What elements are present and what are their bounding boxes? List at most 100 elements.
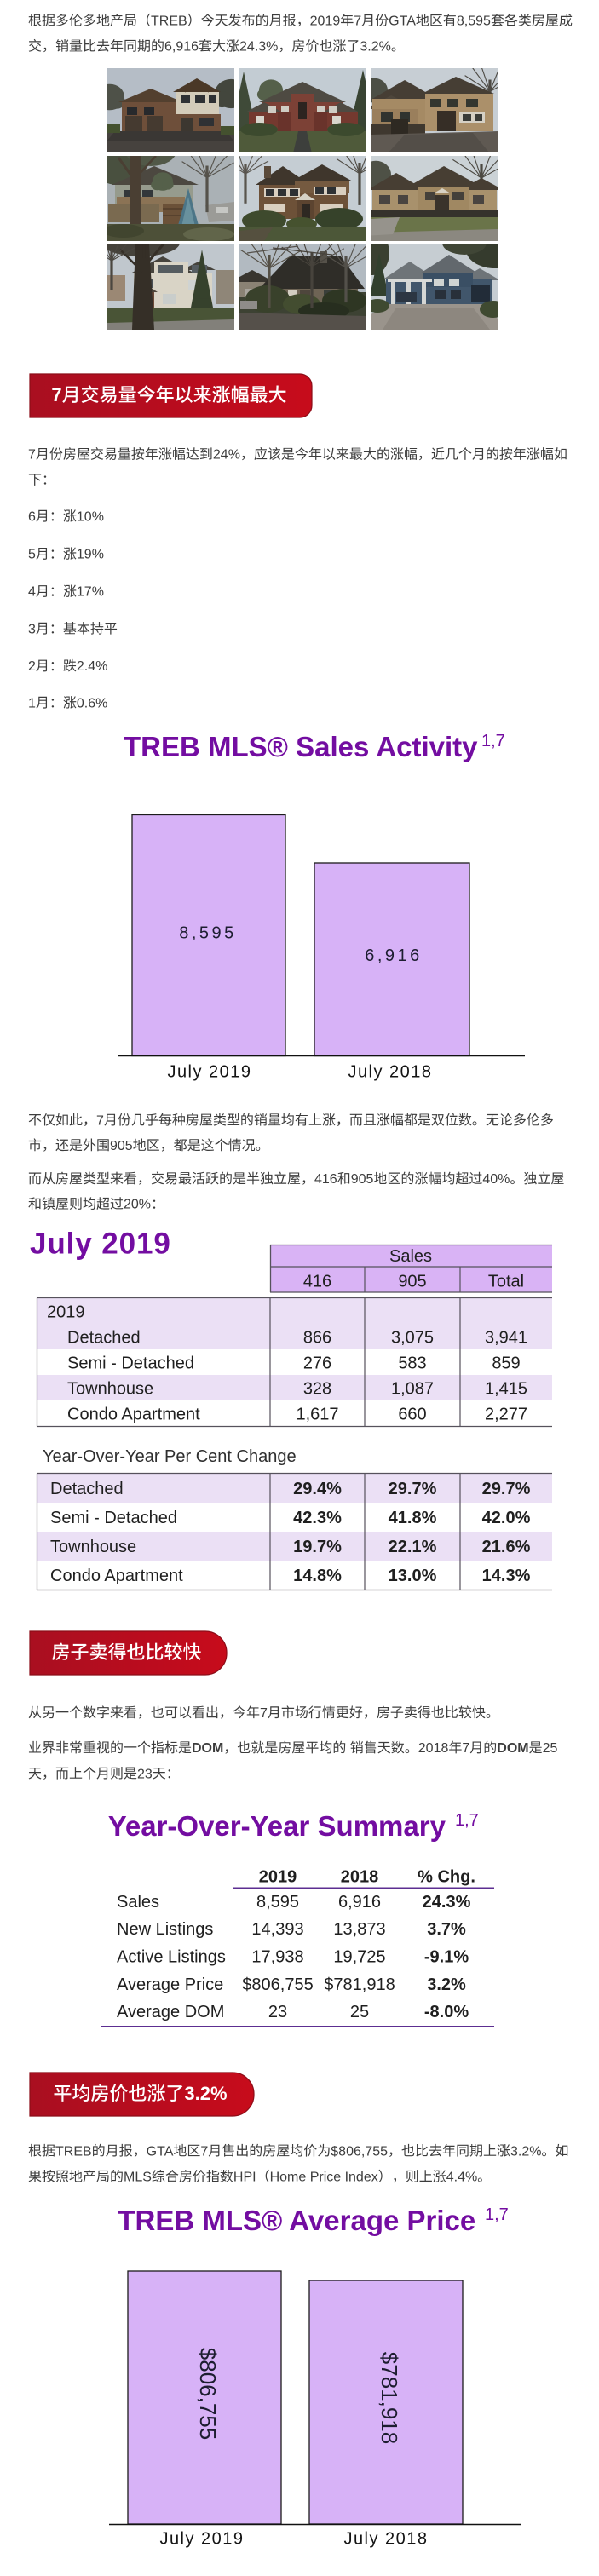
svg-text:29.4%: 29.4% [293,1480,342,1498]
svg-text:DOM: DOM [192,1741,223,1756]
svg-text:14.3%: 14.3% [482,1567,531,1585]
svg-text:25: 25 [543,1741,558,1756]
svg-text:Condo Apartment: Condo Apartment [50,1567,183,1585]
svg-text:8,595: 8,595 [457,14,491,29]
svg-text:10%: 10% [77,509,104,524]
svg-text:41.8%: 41.8% [389,1509,437,1527]
svg-text:Semi - Detached: Semi - Detached [67,1354,194,1373]
svg-text:14.8%: 14.8% [293,1567,342,1585]
svg-text:Townhouse: Townhouse [50,1538,136,1556]
svg-text:24%: 24% [213,448,240,463]
svg-text:6,916: 6,916 [338,1893,381,1912]
svg-text:23: 23 [268,2003,287,2021]
svg-text:GTA: GTA [389,14,416,29]
svg-text:3.2%: 3.2% [510,2144,541,2159]
svg-text:19,725: 19,725 [333,1948,385,1967]
svg-text:660: 660 [398,1406,426,1424]
svg-text:866: 866 [303,1329,331,1348]
svg-text:Average DOM: Average DOM [117,2003,224,2021]
svg-text:New Listings: New Listings [117,1920,213,1939]
svg-text:40%: 40% [482,1172,510,1187]
svg-text:$781,918: $781,918 [377,2352,402,2444]
svg-text:$781,918: $781,918 [324,1975,395,1994]
svg-text:583: 583 [398,1354,426,1373]
svg-text:3.2%: 3.2% [427,1975,466,1994]
svg-text:Year-Over-Year Per Cent Change: Year-Over-Year Per Cent Change [43,1447,297,1466]
svg-text:2,277: 2,277 [485,1406,527,1424]
svg-text:7: 7 [96,1113,104,1128]
svg-text:25: 25 [350,2003,369,2021]
svg-text:23: 23 [137,1767,153,1781]
svg-text:1,7: 1,7 [481,732,505,750]
svg-text:14,393: 14,393 [251,1920,303,1939]
svg-text:% Chg.: % Chg. [418,1868,475,1887]
svg-text:20%: 20% [124,1198,151,1212]
svg-text:19%: 19% [77,548,104,562]
svg-text:859: 859 [492,1354,520,1373]
svg-text:Year-Over-Year Summary: Year-Over-Year Summary [108,1810,446,1842]
svg-text:42.3%: 42.3% [293,1509,342,1527]
svg-text:905: 905 [398,1273,426,1291]
svg-text:7: 7 [260,1706,268,1721]
svg-text:8,595: 8,595 [179,924,237,943]
svg-text:29.7%: 29.7% [389,1480,437,1498]
svg-text:6: 6 [28,509,36,524]
svg-text:2018: 2018 [418,1741,449,1756]
svg-text:4.4%: 4.4% [446,2171,477,2185]
svg-text:Sales: Sales [117,1893,159,1912]
svg-text:Condo Apartment: Condo Apartment [67,1406,200,1424]
svg-text:Average Price: Average Price [117,1975,223,1994]
svg-text:328: 328 [303,1380,331,1399]
svg-text:Detached: Detached [67,1329,141,1348]
svg-text:1,415: 1,415 [485,1380,527,1399]
svg-text:4: 4 [28,585,36,600]
svg-text:7: 7 [462,1741,469,1756]
svg-text:TREB: TREB [151,14,187,29]
svg-text:-8.0%: -8.0% [424,2003,469,2021]
svg-text:416: 416 [303,1273,331,1291]
svg-text:Semi - Detached: Semi - Detached [50,1509,177,1527]
svg-text:July 2018: July 2018 [343,2529,428,2548]
svg-text:22.1%: 22.1% [389,1538,437,1556]
svg-text:5: 5 [28,548,36,562]
svg-text:7: 7 [200,2144,208,2159]
svg-text:905: 905 [351,1172,374,1187]
svg-text:6,916: 6,916 [164,40,199,55]
svg-text:3,075: 3,075 [391,1329,434,1348]
svg-text:1,7: 1,7 [455,1811,479,1830]
svg-text:TREB MLS® Average Price: TREB MLS® Average Price [118,2205,475,2236]
svg-text:276: 276 [303,1354,331,1373]
svg-text:1,087: 1,087 [391,1380,434,1399]
svg-text:3.2%: 3.2% [184,2083,227,2104]
svg-text:2019: 2019 [259,1868,297,1887]
svg-text:TREB MLS® Sales Activity: TREB MLS® Sales Activity [124,731,478,762]
svg-text:6,916: 6,916 [365,946,423,965]
svg-text:Sales: Sales [389,1247,432,1266]
svg-text:7: 7 [51,384,61,405]
svg-text:42.0%: 42.0% [482,1509,531,1527]
svg-text:3.2%: 3.2% [360,40,390,55]
svg-text:13,873: 13,873 [333,1920,385,1939]
svg-text:Home Price Index: Home Price Index [270,2171,378,2185]
svg-text:0.6%: 0.6% [77,696,107,710]
svg-text:7: 7 [28,448,36,463]
svg-text:3: 3 [28,622,36,636]
svg-text:TREB: TREB [55,2144,92,2159]
svg-text:29.7%: 29.7% [482,1480,531,1498]
svg-text:2019: 2019 [310,14,341,29]
svg-text:2018: 2018 [341,1868,379,1887]
svg-text:17,938: 17,938 [251,1948,303,1967]
svg-text:$806,755: $806,755 [195,2348,221,2440]
svg-text:July 2018: July 2018 [348,1062,432,1081]
svg-text:DOM: DOM [497,1741,528,1756]
svg-text:2: 2 [28,659,36,674]
svg-text:24.3%: 24.3% [423,1893,471,1912]
svg-text:416: 416 [314,1172,337,1187]
svg-text:Active Listings: Active Listings [117,1948,226,1967]
svg-text:13.0%: 13.0% [389,1567,437,1585]
svg-text:19.7%: 19.7% [293,1538,342,1556]
svg-text:905: 905 [110,1139,133,1153]
svg-text:Detached: Detached [50,1480,124,1498]
svg-text:3.7%: 3.7% [427,1920,466,1939]
svg-text:HPI: HPI [233,2171,256,2185]
